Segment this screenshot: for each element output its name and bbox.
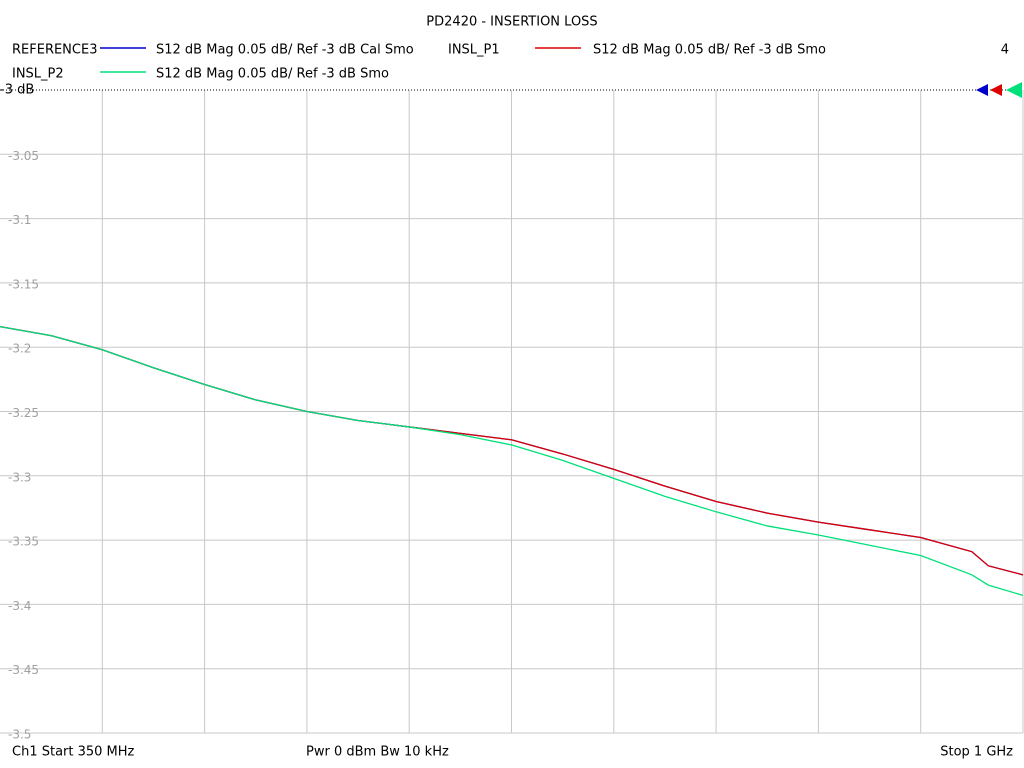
channel-count: 4: [1001, 43, 1009, 58]
legend-name: INSL_P2: [12, 67, 64, 82]
y-tick-label: -3.05: [8, 149, 39, 163]
y-tick-label: -3.4: [8, 599, 31, 613]
y-tick-label: -3.25: [8, 406, 39, 420]
footer-stop: Stop 1 GHz: [940, 745, 1013, 760]
legend-label: S12 dB Mag 0.05 dB/ Ref -3 dB Smo: [593, 43, 826, 58]
plot-area: -3 dB -3.05 -3.1 -3.15 -3.2 -3.25 -3.3 -3.35 -3.…: [0, 83, 1024, 742]
y-tick-label: -3 dB: [0, 83, 34, 98]
footer-start: Ch1 Start 350 MHz: [12, 745, 135, 760]
ref-marker: [1006, 82, 1022, 98]
legend-name: INSL_P1: [448, 43, 500, 58]
legend-label: S12 dB Mag 0.05 dB/ Ref -3 dB Smo: [156, 67, 389, 82]
y-tick-label: -3.1: [8, 213, 31, 227]
y-tick-label: -3.3: [8, 470, 31, 484]
y-tick-label: -3.35: [8, 535, 39, 549]
legend-label: S12 dB Mag 0.05 dB/ Ref -3 dB Cal Smo: [156, 43, 414, 58]
legend-name: REFERENCE3: [12, 43, 97, 58]
y-tick-label: -3.2: [8, 342, 31, 356]
ref-marker: [976, 84, 988, 96]
y-tick-label: -3.5: [8, 728, 31, 742]
footer-power: Pwr 0 dBm Bw 10 kHz: [306, 745, 449, 760]
ref-marker: [990, 84, 1002, 96]
y-tick-label: -3.45: [8, 663, 39, 677]
series-line: [0, 325, 1024, 597]
chart-title: PD2420 - INSERTION LOSS: [426, 15, 597, 30]
y-tick-label: -3.15: [8, 277, 39, 291]
